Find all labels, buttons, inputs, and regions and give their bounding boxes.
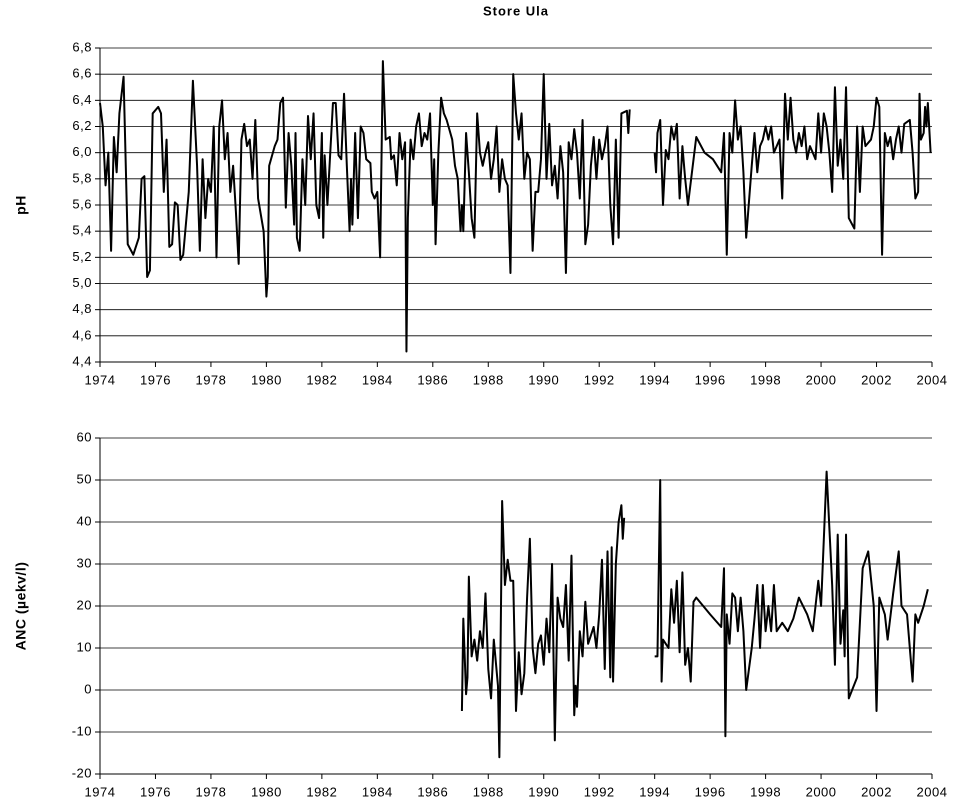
y-tick-label: 10 [77,639,92,654]
x-tick-label: 1978 [195,372,226,387]
y-tick-label: -20 [72,765,92,780]
x-tick-label: 1992 [584,372,615,387]
y-tick-label: 5,2 [72,249,92,264]
x-tick-label: 1990 [528,784,559,799]
y-tick-label: 5,8 [72,170,92,185]
x-tick-label: 1994 [639,372,670,387]
x-tick-label: 1984 [362,784,393,799]
data-line [99,60,932,353]
x-tick-label: 1996 [695,784,726,799]
x-tick-label: 1990 [528,372,559,387]
x-tick-label: 1974 [85,784,116,799]
x-tick-label: 2002 [861,372,892,387]
y-tick-label: 0 [84,681,92,696]
x-tick-label: 1982 [306,784,337,799]
x-tick-label: 1992 [584,784,615,799]
y-tick-label: 20 [77,597,92,612]
x-tick-label: 1984 [362,372,393,387]
x-tick-label: 2000 [806,784,837,799]
y-tick-label: 50 [77,471,92,486]
y-tick-label: 5,0 [72,275,92,290]
y-tick-label: 60 [77,429,92,444]
y-tick-label: 40 [77,513,92,528]
y-tick-label: 5,4 [72,223,92,238]
y-tick-label: 6,2 [72,118,92,133]
x-tick-label: 2004 [917,784,948,799]
x-tick-label: 2004 [917,372,948,387]
y-tick-label: 4,4 [72,353,92,368]
y-tick-label: 30 [77,555,92,570]
y-tick-label: 6,4 [72,92,92,107]
x-tick-label: 1976 [140,372,171,387]
x-tick-label: 1974 [85,372,116,387]
y-tick-label: 5,6 [72,196,92,211]
x-tick-label: 1986 [417,372,448,387]
x-tick-label: 1998 [750,372,781,387]
x-tick-label: 1998 [750,784,781,799]
y-tick-label: 6,8 [72,39,92,54]
y-axis-label: pH [13,195,29,215]
y-tick-label: -10 [72,723,92,738]
chart-title: Store Ula [483,3,549,18]
y-tick-label: 6,0 [72,144,92,159]
x-tick-label: 1988 [473,372,504,387]
x-tick-label: 2002 [861,784,892,799]
x-tick-label: 1980 [251,372,282,387]
x-tick-label: 1980 [251,784,282,799]
x-tick-label: 1976 [140,784,171,799]
x-tick-label: 1988 [473,784,504,799]
y-axis-label: ANC (µekv/l) [13,562,29,651]
y-tick-label: 4,6 [72,327,92,342]
y-tick-label: 4,8 [72,301,92,316]
x-tick-label: 1994 [639,784,670,799]
x-tick-label: 2000 [806,372,837,387]
x-tick-label: 1978 [195,784,226,799]
data-line [460,470,929,759]
y-tick-label: 6,6 [72,66,92,81]
x-tick-label: 1982 [306,372,337,387]
x-tick-label: 1996 [695,372,726,387]
x-tick-label: 1986 [417,784,448,799]
